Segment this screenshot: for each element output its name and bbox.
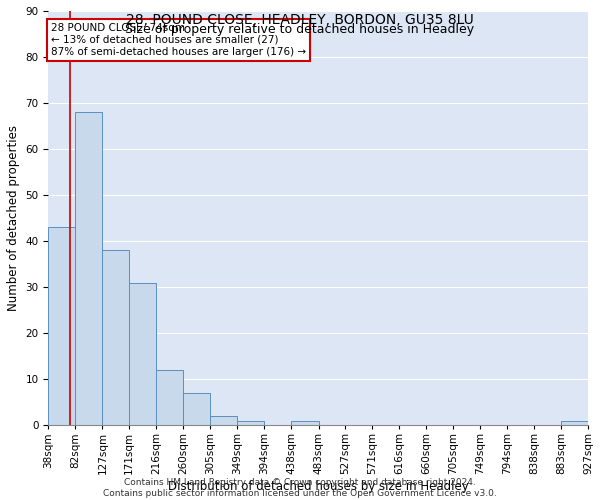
Text: 28 POUND CLOSE: 74sqm
← 13% of detached houses are smaller (27)
87% of semi-deta: 28 POUND CLOSE: 74sqm ← 13% of detached … (51, 24, 306, 56)
Bar (237, 421, 265, 426)
Y-axis label: Number of detached properties: Number of detached properties (7, 125, 20, 311)
Bar (75, 112, 103, 426)
Bar (211, 416, 237, 426)
X-axis label: Distribution of detached houses by size in Headley: Distribution of detached houses by size … (168, 480, 469, 493)
Bar (183, 393, 211, 426)
Text: Size of property relative to detached houses in Headley: Size of property relative to detached ho… (125, 22, 475, 36)
Bar (49, 228, 75, 426)
Text: Contains HM Land Registry data © Crown copyright and database right 2024.
Contai: Contains HM Land Registry data © Crown c… (103, 478, 497, 498)
Bar (129, 282, 157, 426)
Bar (103, 250, 129, 426)
Text: 28, POUND CLOSE, HEADLEY, BORDON, GU35 8LU: 28, POUND CLOSE, HEADLEY, BORDON, GU35 8… (126, 12, 474, 26)
Bar (562, 421, 588, 426)
Bar (291, 421, 319, 426)
Bar (157, 370, 183, 426)
